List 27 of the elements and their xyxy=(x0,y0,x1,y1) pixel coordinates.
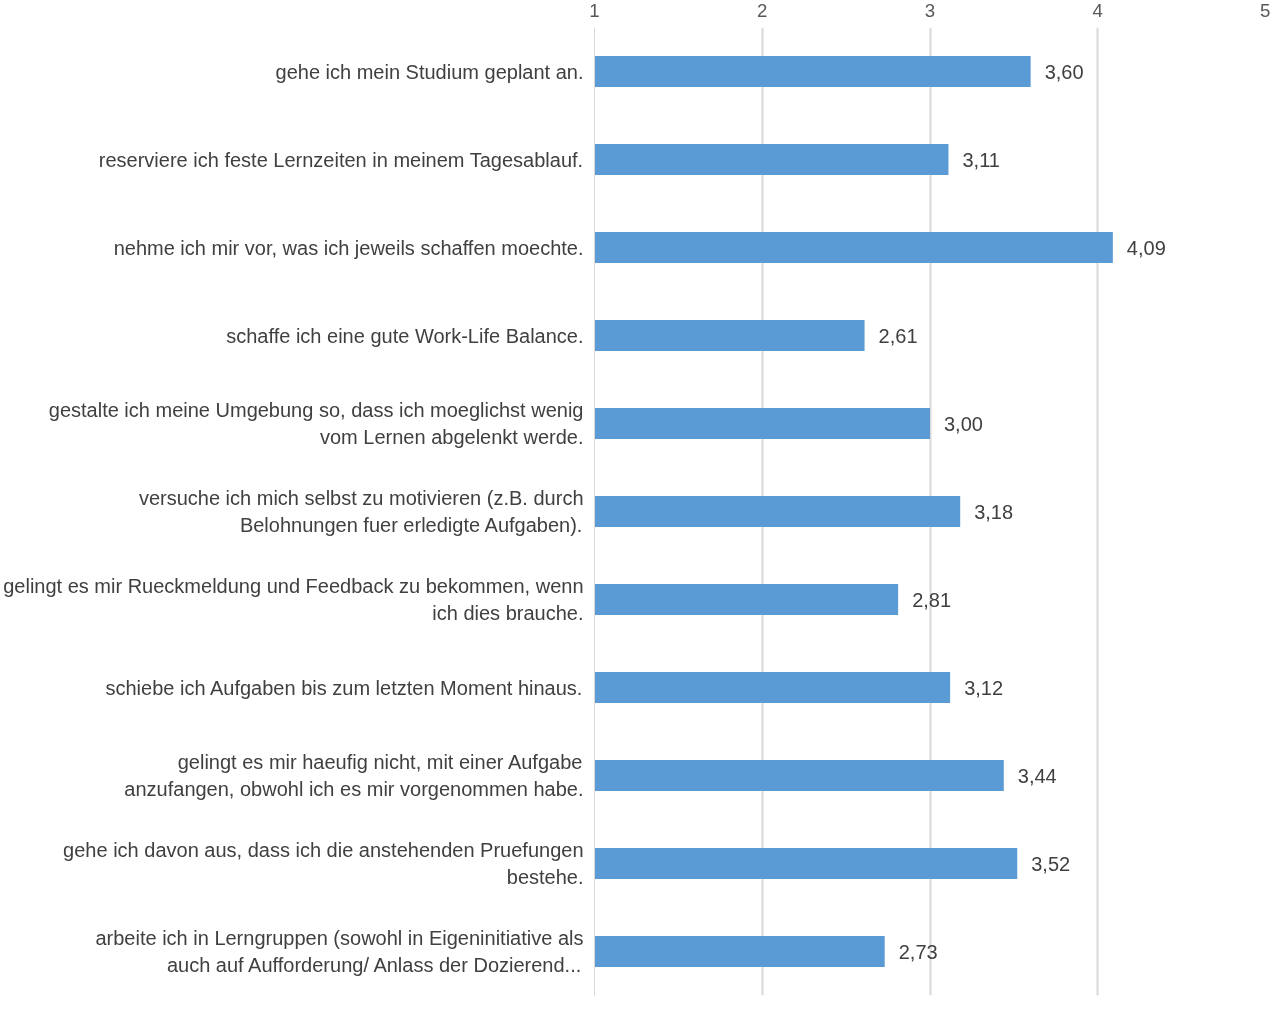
data-label: 2,81 xyxy=(912,588,952,611)
x-tick-label: 4 xyxy=(1092,0,1103,21)
y-tick-label: arbeite ich in Lerngruppen (sowohl in Eigeninitiative als auch auf Aufforderung/ Anlass der Dozierend... xyxy=(95,927,584,976)
data-label: 3,12 xyxy=(964,676,1004,699)
data-label: 3,11 xyxy=(962,148,1000,171)
y-tick-label: gelingt es mir haeufig nicht, mit einer Aufgabe anzufangen, obwohl ich es mir vorgenommen habe. xyxy=(124,751,584,800)
y-tick-label: reserviere ich feste Lernzeiten in meinem Tagesablauf. xyxy=(98,148,584,171)
y-tick-label: nehme ich mir vor, was ich jeweils schaffen moechte. xyxy=(113,236,584,259)
data-label: 3,00 xyxy=(944,412,983,435)
x-tick-label: 5 xyxy=(1260,0,1271,21)
y-tick-label: schiebe ich Aufgaben bis zum letzten Moment hinaus. xyxy=(105,676,583,699)
y-tick-label: gehe ich davon aus, dass ich die anstehenden Pruefungen bestehe. xyxy=(63,839,584,888)
x-tick-label: 1 xyxy=(589,0,600,21)
data-label: 3,60 xyxy=(1044,60,1084,83)
y-tick-label: gelingt es mir Rueckmeldung und Feedback zu bekommen, wenn ich dies brauche. xyxy=(3,575,584,624)
y-tick-label: gehe ich mein Studium geplant an. xyxy=(275,60,584,83)
y-tick-label: gestalte ich meine Umgebung so, dass ich moeglichst wenig vom Lernen abgelenkt werde. xyxy=(48,399,584,448)
data-label: 4,09 xyxy=(1126,236,1166,259)
data-label: 3,44 xyxy=(1017,764,1057,787)
data-label: 2,73 xyxy=(898,940,938,963)
x-tick-label: 2 xyxy=(757,0,768,21)
data-label: 2,61 xyxy=(878,324,918,347)
data-label: 3,18 xyxy=(974,500,1014,523)
y-tick-label: schaffe ich eine gute Work-Life Balance. xyxy=(226,324,584,347)
y-tick-label: versuche ich mich selbst zu motivieren (z.B. durch Belohnungen fuer erledigte Aufgaben). xyxy=(138,487,584,536)
data-label: 3,52 xyxy=(1031,852,1071,875)
x-tick-label: 3 xyxy=(924,0,936,21)
